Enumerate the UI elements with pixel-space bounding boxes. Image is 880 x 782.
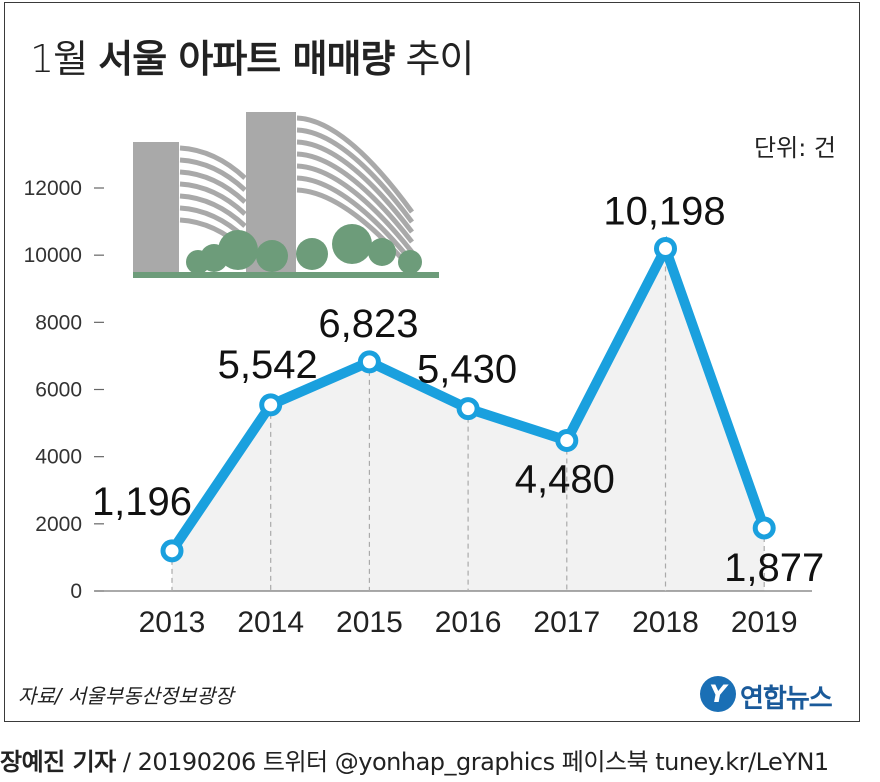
x-tick-label: 2017 bbox=[533, 606, 600, 639]
x-tick-label: 2019 bbox=[731, 606, 798, 639]
data-label-2014: 5,542 bbox=[218, 343, 318, 387]
credit-line: 장예진 기자 / 20190206 트위터 @yonhap_graphics 페… bbox=[0, 742, 829, 777]
x-tick-label: 2018 bbox=[632, 606, 699, 639]
data-point-2016 bbox=[456, 397, 480, 421]
x-tick-label: 2014 bbox=[237, 606, 304, 639]
y-tick-label: 4000 bbox=[35, 446, 82, 469]
logo-icon: Y bbox=[700, 676, 736, 712]
yonhap-logo: Y 연합뉴스 bbox=[700, 676, 850, 716]
y-tick-label: 6000 bbox=[35, 379, 82, 402]
data-label-2019: 1,877 bbox=[724, 546, 824, 590]
credit-rest: / 20190206 트위터 @yonhap_graphics 페이스북 tun… bbox=[115, 748, 829, 776]
plot-area: 2013 2014 2015 2016 2017 2018 2019 1,196 5,5426,… bbox=[92, 190, 824, 639]
unit-label: 단위: 건 bbox=[754, 134, 836, 162]
data-label-2017: 4,480 bbox=[515, 458, 615, 502]
data-label-2018: 10,198 bbox=[603, 190, 725, 234]
y-tick-label: 10000 bbox=[24, 244, 82, 267]
data-point-2013 bbox=[160, 539, 184, 563]
apartment-illustration bbox=[133, 112, 439, 278]
y-tick-label: 12000 bbox=[24, 177, 82, 200]
title-prefix: 1월 bbox=[30, 37, 88, 81]
data-label-2016: 5,430 bbox=[417, 348, 517, 392]
chart-frame bbox=[4, 2, 860, 722]
y-tick-label: 0 bbox=[70, 580, 82, 603]
data-label-2013: 1,196 bbox=[92, 480, 192, 524]
reporter-name: 장예진 기자 bbox=[0, 748, 116, 776]
title-suffix: 추이 bbox=[405, 37, 474, 81]
data-point-2015 bbox=[357, 350, 381, 374]
source-note: 자료/ 서울부동산정보광장 bbox=[18, 684, 234, 708]
chart-title: 1월 서울 아파트 매매량 추이 bbox=[30, 28, 474, 83]
x-tick-label: 2013 bbox=[139, 606, 206, 639]
data-point-2014 bbox=[259, 393, 283, 417]
data-point-2017 bbox=[555, 429, 579, 453]
y-tick-label: 2000 bbox=[35, 513, 82, 536]
y-tick-label: 8000 bbox=[35, 311, 82, 334]
x-tick-label: 2016 bbox=[435, 606, 502, 639]
logo-text: 연합뉴스 bbox=[740, 684, 833, 714]
title-bold: 서울 아파트 매매량 bbox=[98, 37, 395, 81]
data-point-2019 bbox=[752, 516, 776, 540]
x-tick-label: 2015 bbox=[336, 606, 403, 639]
data-label-2015: 6,823 bbox=[318, 302, 418, 346]
y-axis: 0 2000 4000 6000 8000 10000 12000 bbox=[24, 177, 104, 603]
data-point-2018 bbox=[654, 237, 677, 261]
